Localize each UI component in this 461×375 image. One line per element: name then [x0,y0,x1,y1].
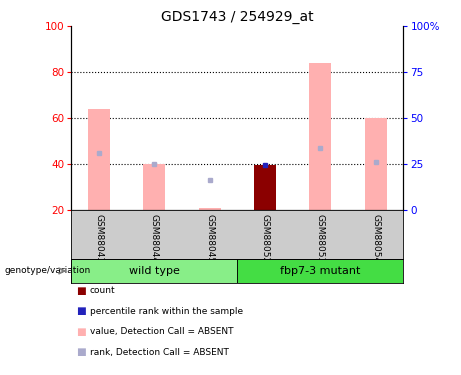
Text: GSM88054: GSM88054 [371,214,380,263]
Text: rank, Detection Call = ABSENT: rank, Detection Call = ABSENT [90,348,229,357]
Bar [254,165,276,210]
Text: GSM88043: GSM88043 [95,214,104,263]
Bar [199,208,221,210]
Bar [237,259,403,283]
Text: count: count [90,286,116,295]
Text: percentile rank within the sample: percentile rank within the sample [90,307,243,316]
Text: GSM88044: GSM88044 [150,214,159,263]
Bar [365,118,387,210]
Text: GSM88053: GSM88053 [316,214,325,263]
Bar [309,63,331,210]
Bar [143,164,165,210]
Text: wild type: wild type [129,266,180,276]
Text: GSM88045: GSM88045 [205,214,214,263]
Text: ■: ■ [76,306,86,316]
Text: fbp7-3 mutant: fbp7-3 mutant [280,266,361,276]
Bar [88,109,110,210]
Text: ■: ■ [76,348,86,357]
Text: ■: ■ [76,286,86,296]
Text: ■: ■ [76,327,86,337]
Text: value, Detection Call = ABSENT: value, Detection Call = ABSENT [90,327,233,336]
Bar [71,259,237,283]
Title: GDS1743 / 254929_at: GDS1743 / 254929_at [161,10,314,24]
Text: GSM88052: GSM88052 [260,214,270,263]
Text: genotype/variation: genotype/variation [5,266,91,275]
